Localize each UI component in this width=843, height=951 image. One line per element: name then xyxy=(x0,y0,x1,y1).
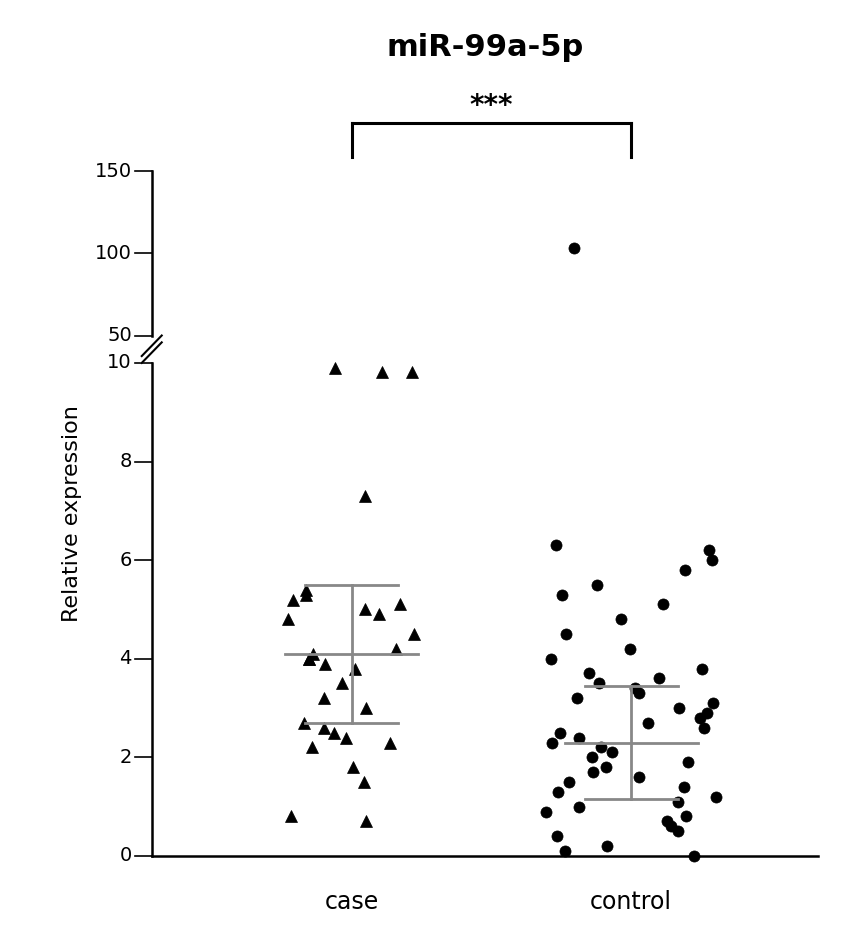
Text: 0: 0 xyxy=(120,846,132,865)
Text: control: control xyxy=(590,890,672,914)
Text: 150: 150 xyxy=(94,162,132,181)
Text: 50: 50 xyxy=(107,326,132,345)
Text: 10: 10 xyxy=(107,354,132,373)
Text: 4: 4 xyxy=(120,650,132,669)
Text: miR-99a-5p: miR-99a-5p xyxy=(386,32,583,62)
Text: ***: *** xyxy=(470,92,513,120)
Text: 100: 100 xyxy=(95,243,132,262)
Text: 8: 8 xyxy=(120,452,132,471)
Text: Relative expression: Relative expression xyxy=(62,405,82,622)
Text: 6: 6 xyxy=(120,551,132,570)
Text: 2: 2 xyxy=(120,747,132,767)
Text: case: case xyxy=(325,890,379,914)
